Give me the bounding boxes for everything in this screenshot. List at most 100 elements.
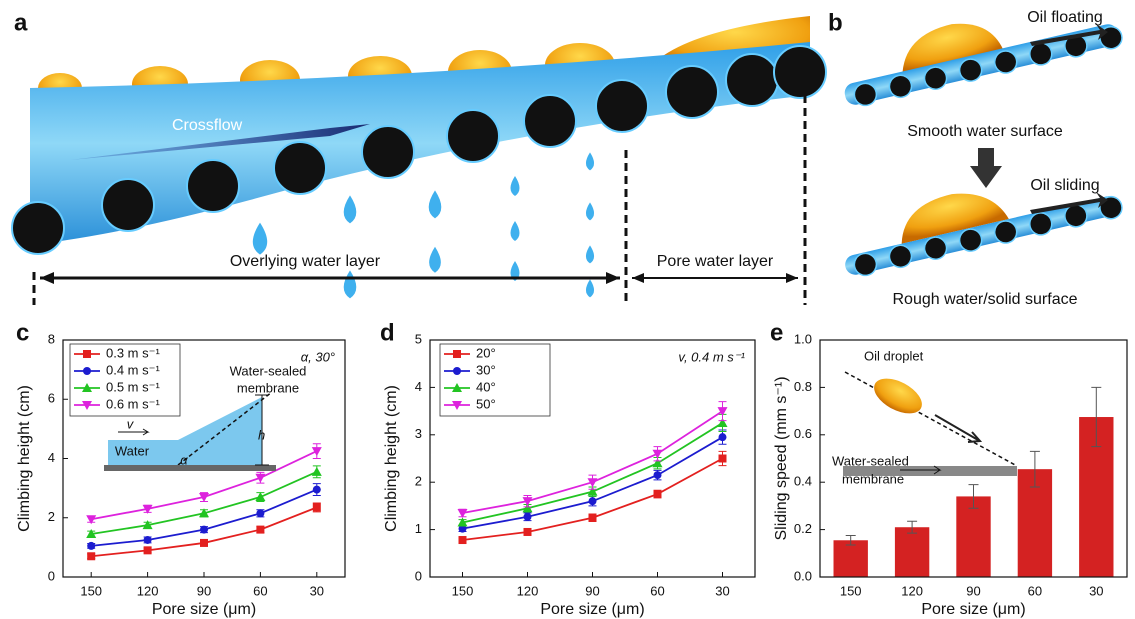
y-tick-label: 0 bbox=[48, 568, 55, 583]
pore bbox=[888, 244, 913, 269]
marker bbox=[83, 350, 91, 358]
caption: Smooth water surface bbox=[907, 123, 1063, 140]
y-tick-label: 4 bbox=[415, 379, 422, 394]
x-tick-label: 60 bbox=[650, 583, 664, 598]
label: Pore water layer bbox=[657, 253, 774, 270]
marker bbox=[256, 509, 265, 518]
panel-letter: d bbox=[380, 319, 395, 346]
marker bbox=[311, 466, 322, 476]
pore bbox=[11, 201, 65, 255]
marker bbox=[652, 449, 663, 459]
marker bbox=[652, 458, 663, 468]
pore bbox=[595, 79, 649, 133]
chart: e 0.0 0.2 0.4 0.6 0.8 1.0 150 120 90 60 30 Pore size… bbox=[770, 319, 1128, 618]
pore bbox=[446, 109, 500, 163]
plot-frame bbox=[429, 339, 756, 578]
marker bbox=[523, 527, 532, 536]
x-tick-label: 60 bbox=[1028, 583, 1042, 598]
legend-label: 20° bbox=[476, 345, 496, 360]
marker bbox=[457, 509, 468, 519]
inset-oil bbox=[874, 378, 922, 414]
x-axis-label: Pore size (μm) bbox=[921, 601, 1025, 618]
legend-label: 0.6 m s⁻¹ bbox=[106, 396, 160, 411]
pore bbox=[853, 252, 878, 277]
marker bbox=[312, 503, 321, 512]
pore bbox=[773, 45, 827, 99]
marker bbox=[255, 473, 266, 483]
pore bbox=[665, 65, 719, 119]
legend-label: 50° bbox=[476, 396, 496, 411]
pore bbox=[958, 58, 983, 82]
bar bbox=[894, 527, 930, 577]
arrow bbox=[1030, 192, 1108, 214]
marker bbox=[653, 490, 662, 499]
marker bbox=[87, 552, 96, 561]
marker bbox=[312, 485, 321, 494]
y-tick-label: 1 bbox=[415, 521, 422, 536]
chart: c 0 2 4 6 8 150 120 90 60 30 Pore size (μm) Climbing… bbox=[16, 319, 346, 618]
legend-label: 40° bbox=[476, 379, 496, 394]
marker bbox=[522, 497, 533, 507]
marker bbox=[588, 513, 597, 522]
pore bbox=[923, 66, 948, 90]
panel-a: a Crossflow Overlying water layer Pore w… bbox=[11, 9, 827, 305]
pore bbox=[273, 141, 327, 195]
legend-box bbox=[69, 343, 181, 417]
y-tick-label: 0.6 bbox=[794, 426, 812, 441]
marker bbox=[311, 447, 322, 457]
marker bbox=[523, 512, 532, 521]
y-tick-label: 2 bbox=[415, 474, 422, 489]
drop bbox=[343, 195, 357, 224]
drop bbox=[585, 202, 595, 221]
drop bbox=[429, 246, 441, 273]
marker bbox=[83, 367, 91, 375]
caption: Rough water/solid surface bbox=[893, 291, 1078, 308]
y-tick-label: 0.4 bbox=[794, 474, 812, 489]
marker bbox=[522, 503, 533, 513]
pore bbox=[853, 82, 878, 107]
y-tick-label: 3 bbox=[415, 426, 422, 441]
x-axis-label: Pore size (μm) bbox=[540, 601, 644, 618]
x-tick-label: 90 bbox=[585, 583, 599, 598]
legend-label: 0.3 m s⁻¹ bbox=[106, 345, 160, 360]
marker bbox=[453, 350, 461, 358]
inset-label: h bbox=[258, 427, 265, 442]
marker bbox=[256, 525, 265, 534]
error-bar bbox=[1029, 450, 1040, 488]
y-axis-label: Climbing height (cm) bbox=[383, 385, 400, 532]
label: Oil floating bbox=[1027, 9, 1103, 26]
label: Overlying water layer bbox=[230, 253, 381, 270]
legend-label: 0.4 m s⁻¹ bbox=[106, 362, 160, 377]
x-tick-label: 150 bbox=[452, 583, 474, 598]
inset-label: membrane bbox=[842, 471, 904, 486]
inset-label: Water-sealed bbox=[832, 453, 909, 468]
crossflow-arrow bbox=[70, 124, 370, 160]
inset-label: Water-sealed bbox=[230, 363, 307, 378]
inset-h bbox=[255, 394, 269, 466]
pore bbox=[361, 125, 415, 179]
membrane-pores bbox=[11, 45, 827, 255]
pore bbox=[958, 228, 983, 252]
y-axis-label: Sliding speed (mm s⁻¹) bbox=[773, 376, 790, 540]
pore bbox=[523, 94, 577, 148]
marker bbox=[86, 515, 97, 525]
marker bbox=[142, 504, 153, 514]
marker bbox=[255, 492, 266, 502]
pore bbox=[1099, 195, 1123, 220]
marker bbox=[717, 417, 728, 427]
marker bbox=[200, 525, 208, 534]
annotation: v, 0.4 m s⁻¹ bbox=[678, 349, 745, 364]
pore bbox=[993, 50, 1018, 74]
marker bbox=[453, 367, 461, 375]
plot-frame bbox=[62, 339, 346, 578]
y-tick-label: 8 bbox=[48, 331, 55, 346]
y-tick-label: 0.2 bbox=[794, 521, 812, 536]
marker bbox=[143, 535, 152, 544]
legend-box bbox=[439, 343, 551, 417]
x-tick-label: 30 bbox=[1089, 583, 1103, 598]
drop bbox=[343, 270, 357, 299]
drop bbox=[585, 245, 595, 264]
pore bbox=[888, 74, 913, 99]
